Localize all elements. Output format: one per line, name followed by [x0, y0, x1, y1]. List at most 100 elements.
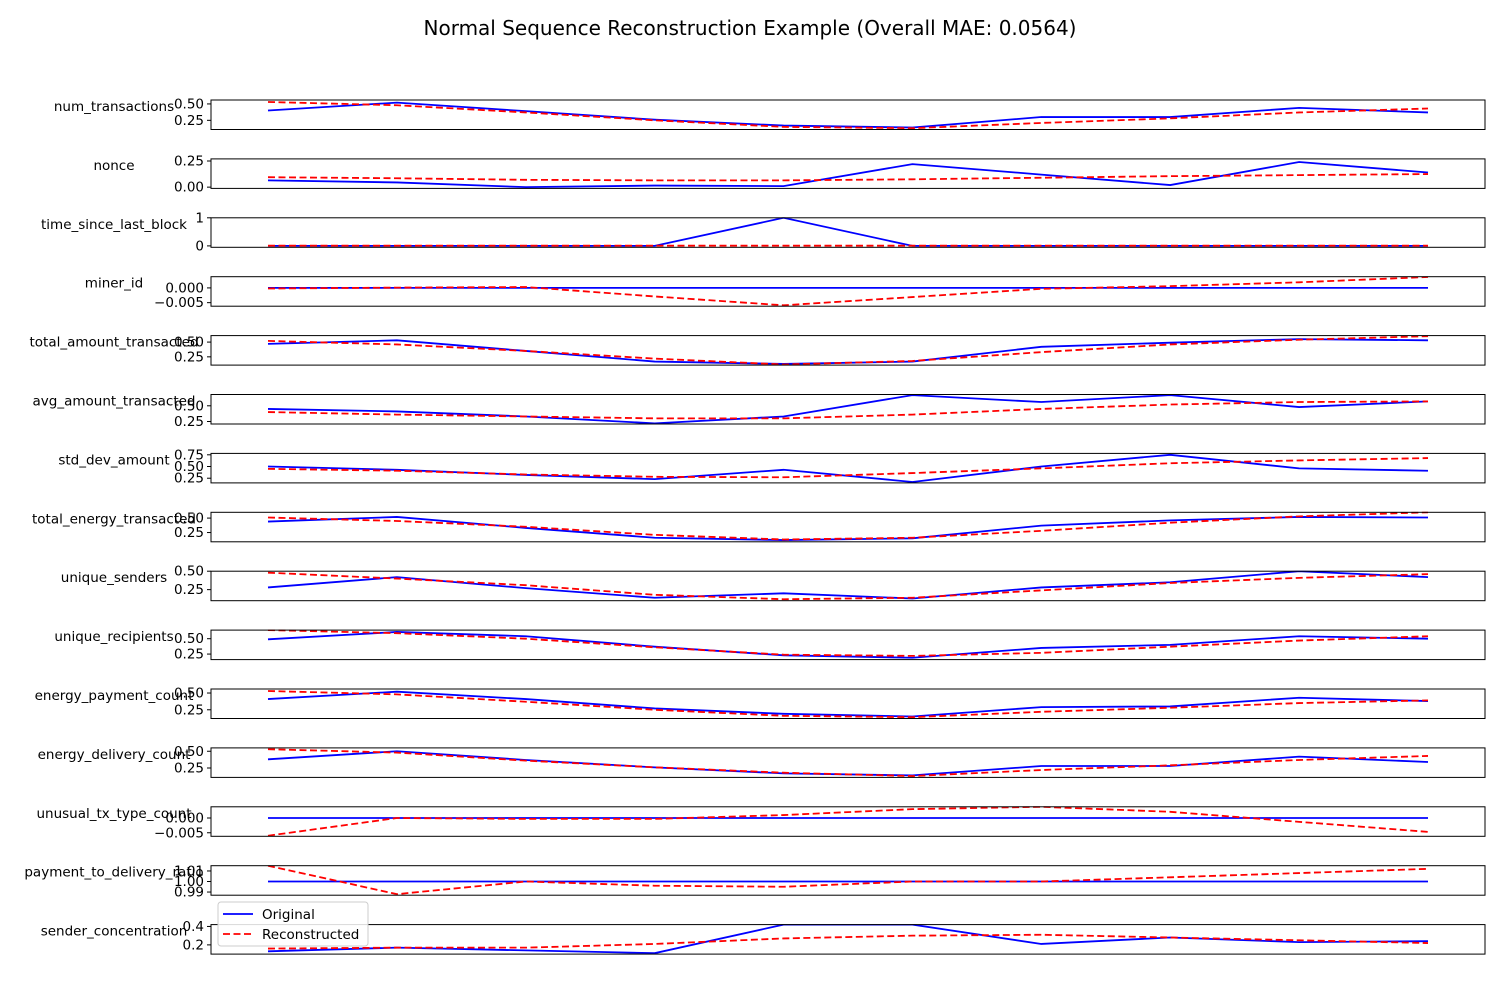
panel-ylabel: payment_to_delivery_ratio	[24, 865, 203, 881]
series-line-reconstructed	[267, 400, 1429, 420]
chart-title: Normal Sequence Reconstruction Example (…	[424, 16, 1077, 40]
y-tick-label: 0.25	[174, 702, 204, 718]
series-line-reconstructed	[267, 571, 1429, 601]
panel-ylabel: unique_senders	[61, 570, 167, 586]
y-tick-label: 0.50	[174, 564, 204, 580]
legend-label-original: Original	[262, 907, 315, 923]
series-line-reconstructed	[267, 335, 1429, 366]
panel-ylabel: std_dev_amount	[58, 452, 169, 468]
y-tick-label: 1	[195, 210, 204, 226]
y-tick-label: 1.01	[174, 863, 204, 879]
legend: Original Reconstructed	[217, 901, 369, 947]
axes-frame	[210, 217, 1486, 248]
panel-ylabel: nonce	[93, 158, 134, 174]
axes-frame	[210, 806, 1486, 837]
y-tick-label: 0.25	[174, 582, 204, 598]
y-tick-label: 0.00	[174, 180, 204, 196]
axes-frame	[210, 865, 1486, 896]
series-line-reconstructed	[267, 173, 1429, 182]
y-tick-label: 0.25	[174, 113, 204, 129]
axes-frame	[210, 924, 1486, 955]
y-tick-label: 0.2	[183, 937, 204, 953]
panel-ylabel: num_transactions	[54, 99, 174, 115]
y-tick-label: 0.75	[174, 447, 204, 463]
y-tick-label: 0.25	[174, 153, 204, 169]
panel-time-since-last-block: 0 1 time_since_last_block	[41, 210, 1486, 254]
axes-frame	[210, 688, 1486, 719]
y-tick-label: 0.25	[174, 761, 204, 777]
y-tick-label: 0.25	[174, 414, 204, 430]
series-line-reconstructed	[267, 629, 1429, 657]
axes-frame	[210, 629, 1486, 661]
panel-ylabel: total_energy_transacted	[32, 511, 196, 527]
panel-ylabel: miner_id	[85, 276, 143, 292]
y-tick-label: 0.25	[174, 471, 204, 487]
panel-ylabel: time_since_last_block	[41, 217, 187, 233]
series-line-reconstructed	[267, 101, 1429, 130]
series-line-reconstructed	[267, 511, 1429, 541]
series-line-reconstructed	[267, 933, 1429, 950]
y-tick-label: 0.50	[174, 511, 204, 527]
panel-unique-senders: 0.25 0.50 unique_senders	[61, 564, 1486, 602]
y-tick-label: 0.50	[174, 686, 204, 702]
axes-frame	[210, 747, 1486, 778]
series-line-reconstructed	[267, 457, 1429, 479]
series-line-original	[267, 394, 1429, 425]
panel-ylabel: energy_delivery_count	[38, 747, 191, 763]
series-line-reconstructed	[267, 806, 1429, 837]
y-tick-label: 0.50	[174, 398, 204, 414]
panels: 0.250.50num_transactions0.000.25nonce01t…	[24, 96, 1486, 955]
panel-ylabel: sender_concentration	[41, 924, 188, 940]
y-tick-label: 0.000	[165, 811, 204, 827]
y-tick-label: 0.4	[183, 919, 204, 935]
y-tick-label: −0.005	[154, 825, 204, 841]
axes-frame	[210, 158, 1486, 189]
series-line-reconstructed	[267, 865, 1429, 896]
axes-frame	[210, 276, 1486, 307]
legend-box	[217, 901, 369, 947]
panel-ylabel: energy_payment_count	[35, 688, 194, 704]
y-tick-label: −0.005	[154, 295, 204, 311]
axes-frame	[210, 511, 1486, 543]
y-tick-label: 0	[195, 238, 204, 254]
y-tick-label: 0.50	[174, 744, 204, 760]
y-tick-label: 0.000	[165, 280, 204, 296]
panel-std-dev-amount: 0.250.500.75 std_dev_amount	[58, 447, 1486, 487]
series-line-original	[267, 101, 1429, 129]
y-tick-label: 0.25	[174, 349, 204, 365]
axes-frame	[210, 335, 1486, 366]
panel-ylabel: unique_recipients	[54, 629, 173, 645]
axes-frame	[210, 99, 1486, 130]
series-line-reconstructed	[267, 276, 1429, 307]
series-line-original	[267, 631, 1429, 659]
series-line-reconstructed	[267, 690, 1429, 719]
y-tick-label: 0.50	[174, 459, 204, 475]
y-tick-label: 0.25	[174, 525, 204, 541]
series-line-original	[267, 161, 1429, 189]
y-tick-label: 0.50	[174, 96, 204, 112]
panel-ylabel: avg_amount_transacted	[33, 394, 196, 410]
series-line-original	[267, 690, 1429, 718]
y-tick-label: 0.50	[174, 335, 204, 351]
panel-ylabel: total_amount_transacted	[29, 335, 198, 351]
axes-frame	[210, 394, 1486, 425]
panel-ylabel: unusual_tx_type_count	[36, 806, 191, 822]
axes-frame	[210, 452, 1486, 484]
legend-label-reconstructed: Reconstructed	[262, 927, 359, 943]
y-tick-label: 1.00	[174, 874, 204, 890]
panel-nonce: 0.00 0.25 nonce	[93, 153, 1486, 196]
y-tick-label: 0.50	[174, 631, 204, 647]
y-tick-label: 0.99	[174, 885, 204, 901]
